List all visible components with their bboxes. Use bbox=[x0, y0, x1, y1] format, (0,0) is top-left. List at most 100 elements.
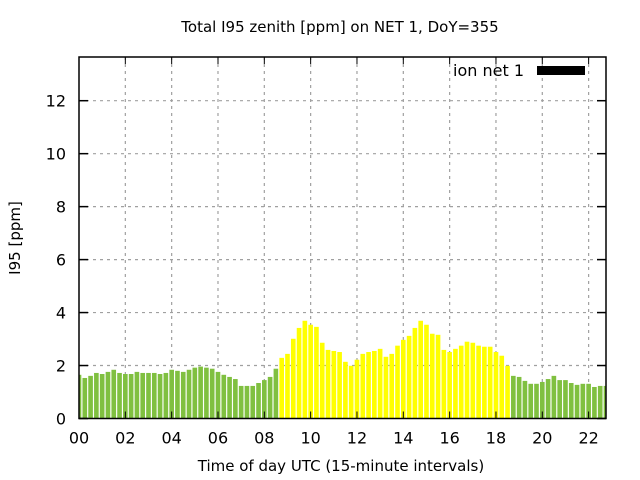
bar bbox=[82, 377, 88, 419]
bar bbox=[308, 324, 313, 419]
x-tick-label: 22 bbox=[578, 429, 598, 448]
bar bbox=[516, 376, 522, 419]
bar bbox=[134, 371, 140, 419]
bars bbox=[79, 320, 606, 419]
legend-label: ion net 1 bbox=[453, 61, 524, 80]
bar bbox=[186, 369, 192, 419]
bar bbox=[111, 369, 117, 419]
y-tick-label: 12 bbox=[46, 92, 66, 111]
legend-swatch bbox=[537, 66, 585, 75]
bar bbox=[354, 359, 360, 419]
bar bbox=[169, 369, 174, 419]
bar bbox=[487, 346, 493, 419]
bar bbox=[372, 350, 377, 419]
bar bbox=[522, 380, 528, 419]
bar bbox=[215, 371, 221, 419]
x-tick-label: 08 bbox=[254, 429, 274, 448]
bar bbox=[464, 341, 470, 419]
x-tick-label: 12 bbox=[347, 429, 367, 448]
bar bbox=[568, 383, 574, 419]
bar bbox=[79, 374, 82, 419]
x-tick-label: 06 bbox=[208, 429, 228, 448]
bar bbox=[418, 320, 423, 419]
bar bbox=[360, 353, 366, 419]
y-tick-label: 8 bbox=[56, 198, 66, 217]
x-tick-label: 16 bbox=[439, 429, 459, 448]
bar bbox=[574, 384, 580, 419]
bar bbox=[441, 349, 447, 419]
y-tick-label: 2 bbox=[56, 357, 66, 376]
bar bbox=[528, 383, 534, 419]
bar bbox=[244, 385, 250, 419]
bar bbox=[476, 345, 481, 419]
y-tick-label: 6 bbox=[56, 251, 66, 270]
x-tick-label: 20 bbox=[532, 429, 552, 448]
bar bbox=[163, 372, 169, 419]
bar bbox=[256, 383, 261, 419]
bar bbox=[88, 375, 93, 419]
y-tick-label: 0 bbox=[56, 410, 66, 429]
bar bbox=[204, 367, 209, 419]
x-tick-label: 02 bbox=[115, 429, 135, 448]
bar bbox=[146, 372, 151, 419]
bar bbox=[447, 352, 452, 419]
bar bbox=[262, 380, 267, 419]
bar bbox=[597, 385, 603, 419]
y-axis-label: I95 [ppm] bbox=[6, 201, 24, 275]
bar bbox=[424, 324, 429, 419]
bar bbox=[395, 345, 400, 419]
bar bbox=[458, 345, 464, 419]
bar bbox=[302, 320, 308, 419]
bar bbox=[557, 380, 562, 419]
y-tick-label: 4 bbox=[56, 304, 66, 323]
bar bbox=[366, 352, 371, 419]
bar bbox=[128, 374, 134, 419]
x-tick-label: 18 bbox=[486, 429, 506, 448]
bar bbox=[325, 349, 331, 419]
grid-lines bbox=[79, 57, 606, 419]
bar bbox=[482, 346, 487, 419]
x-tick-label: 14 bbox=[393, 429, 413, 448]
bar bbox=[123, 374, 128, 419]
bar bbox=[343, 361, 348, 419]
bar bbox=[377, 348, 383, 419]
bar bbox=[221, 374, 227, 419]
bar bbox=[493, 352, 499, 419]
bar bbox=[429, 333, 435, 419]
bar bbox=[319, 342, 325, 419]
bar bbox=[331, 350, 337, 419]
bar bbox=[94, 372, 99, 419]
bar bbox=[290, 338, 296, 419]
bar bbox=[400, 339, 406, 419]
bar bbox=[505, 365, 510, 419]
bar bbox=[175, 370, 180, 419]
bar bbox=[511, 375, 516, 419]
bar bbox=[285, 353, 290, 419]
bar bbox=[586, 383, 591, 419]
x-tick-label: 10 bbox=[300, 429, 320, 448]
bar bbox=[209, 368, 215, 419]
bar bbox=[337, 352, 342, 419]
bar bbox=[157, 374, 163, 419]
bar bbox=[198, 366, 203, 419]
chart-title: Total I95 zenith [ppm] on NET 1, DoY=355 bbox=[180, 18, 498, 36]
bar bbox=[563, 380, 568, 419]
bar bbox=[435, 334, 441, 419]
x-tick-label: 04 bbox=[161, 429, 181, 448]
bar bbox=[580, 383, 586, 419]
bar bbox=[192, 367, 198, 419]
bar bbox=[151, 372, 157, 419]
bar bbox=[545, 379, 551, 419]
bar bbox=[534, 383, 539, 419]
bar bbox=[314, 326, 319, 419]
bar bbox=[99, 374, 105, 419]
bar bbox=[389, 353, 395, 419]
bar bbox=[499, 355, 505, 419]
bar bbox=[238, 385, 244, 419]
plot-frame bbox=[78, 56, 607, 420]
bar bbox=[412, 327, 418, 419]
x-tick-label: 00 bbox=[69, 429, 89, 448]
bar bbox=[539, 381, 545, 419]
